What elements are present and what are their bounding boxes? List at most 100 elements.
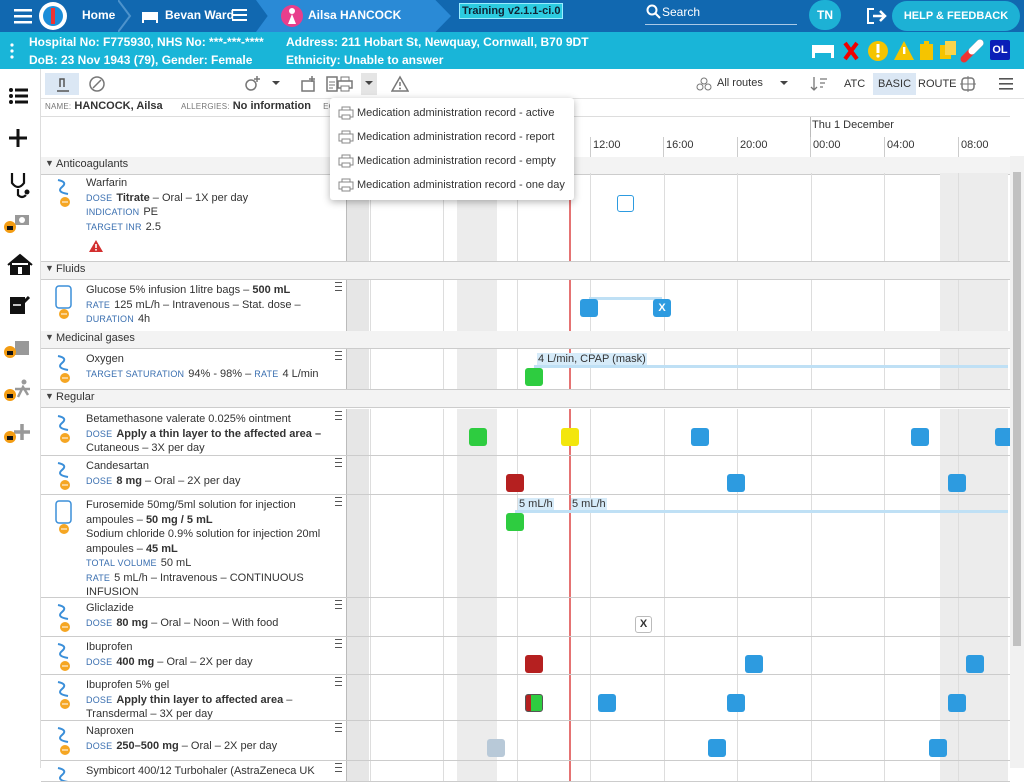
row-menu[interactable]: [335, 351, 342, 360]
administration-mark[interactable]: [598, 694, 616, 712]
warning-icon[interactable]: [391, 75, 409, 93]
administration-mark[interactable]: [487, 739, 505, 757]
field-label: DOSE: [86, 428, 113, 439]
scrollbar[interactable]: [1010, 156, 1024, 768]
administration-mark[interactable]: [727, 474, 745, 492]
routes-filter[interactable]: All routes: [717, 77, 763, 89]
breadcrumb-ward[interactable]: Bevan Ward: [165, 8, 234, 22]
print-icon: [338, 130, 354, 144]
row-menu-bar: [335, 286, 342, 287]
print-menu-item[interactable]: Medication administration record - repor…: [330, 125, 574, 149]
administration-mark[interactable]: [966, 655, 984, 673]
administration-mark[interactable]: [617, 195, 634, 212]
administration-mark[interactable]: [469, 428, 487, 446]
administration-mark[interactable]: [525, 368, 543, 386]
user-avatar[interactable]: TN: [809, 0, 841, 30]
time-tick: [884, 137, 885, 157]
allergies: No information: [232, 100, 311, 112]
time-grid-line: [590, 761, 591, 781]
time-grid-line: [590, 173, 591, 261]
view-option[interactable]: ATC: [844, 78, 866, 90]
print-menu-item[interactable]: Medication administration record - one d…: [330, 173, 574, 197]
administration-mark[interactable]: [506, 474, 524, 492]
more-menu-icon[interactable]: [999, 77, 1015, 91]
caret[interactable]: [271, 78, 281, 88]
collapse-caret: ▼: [45, 332, 54, 342]
row-menu[interactable]: [335, 600, 342, 609]
logo[interactable]: [38, 1, 68, 31]
administration-mark[interactable]: [525, 694, 543, 712]
time-grid-line: [957, 280, 959, 331]
row-menu-bar: [335, 462, 342, 463]
print-icon[interactable]: [336, 75, 354, 93]
search-icon[interactable]: [646, 4, 662, 20]
group-header[interactable]: ▼ Fluids: [41, 262, 1010, 280]
print-icon: [338, 154, 354, 168]
help-button[interactable]: HELP & FEEDBACK: [892, 1, 1020, 31]
time-grid-line: [516, 675, 518, 720]
medication-text: 80 mg: [116, 616, 149, 629]
time-shading: [347, 675, 369, 720]
row-menu[interactable]: [335, 639, 342, 648]
medication-line: ampoules – 50 mg / 5 mL: [86, 513, 213, 528]
administration-mark[interactable]: [561, 428, 579, 446]
administration-mark[interactable]: [525, 655, 543, 673]
administration-mark[interactable]: [506, 513, 524, 531]
time-grid-line: [590, 675, 591, 720]
now-line: [569, 675, 571, 720]
search-placeholder[interactable]: Search: [662, 5, 701, 19]
group-header[interactable]: ▼ Regular: [41, 390, 1010, 408]
administration-mark[interactable]: X: [635, 616, 652, 633]
breadcrumb-patient[interactable]: Ailsa HANCOCK: [308, 8, 402, 22]
time-grid-line: [369, 173, 371, 261]
menu-icon[interactable]: [14, 8, 34, 24]
add-medication-icon[interactable]: [243, 75, 261, 93]
row-menu[interactable]: [335, 723, 342, 732]
administration-mark[interactable]: X: [653, 299, 671, 317]
row-menu[interactable]: [335, 458, 342, 467]
administration-mark[interactable]: [708, 739, 726, 757]
row-menu[interactable]: [335, 411, 342, 420]
row-menu[interactable]: [335, 497, 342, 506]
administration-mark[interactable]: [948, 694, 966, 712]
administration-mark[interactable]: [948, 474, 966, 492]
row-menu[interactable]: [335, 677, 342, 686]
time-grid-line: [957, 349, 959, 389]
discontinue-icon[interactable]: [88, 75, 106, 93]
view-option[interactable]: BASIC: [873, 73, 917, 95]
view-toggle-active[interactable]: [45, 73, 79, 95]
print-menu-item[interactable]: Medication administration record - activ…: [330, 101, 574, 125]
document-icon[interactable]: [323, 75, 341, 93]
side-icons[interactable]: [0, 69, 40, 489]
caret[interactable]: [779, 78, 789, 88]
print-menu-label: Medication administration record - one d…: [357, 179, 565, 191]
routes-icon[interactable]: [696, 76, 712, 92]
row-menu[interactable]: [335, 282, 342, 291]
print-menu-item[interactable]: Medication administration record - empty: [330, 149, 574, 173]
caret[interactable]: [364, 78, 374, 88]
banner-menu[interactable]: [10, 43, 14, 59]
scrollbar-thumb[interactable]: [1013, 172, 1021, 646]
field-label: DURATION: [86, 314, 134, 324]
administration-mark[interactable]: [580, 299, 598, 317]
time-grid-line: [590, 349, 591, 389]
administration-mark[interactable]: [691, 428, 709, 446]
group-header[interactable]: ▼ Medicinal gases: [41, 331, 1010, 349]
administration-mark[interactable]: [727, 694, 745, 712]
medication-form-icon: [55, 285, 72, 319]
layout-icon[interactable]: [959, 75, 977, 93]
chart-icon[interactable]: [299, 75, 317, 93]
sort-icon[interactable]: [810, 75, 828, 93]
time-grid-line: [369, 598, 371, 636]
administration-mark[interactable]: [995, 428, 1013, 446]
time-shading: [347, 349, 369, 389]
administration-mark[interactable]: [911, 428, 929, 446]
administration-mark[interactable]: [745, 655, 763, 673]
administer-icon[interactable]: [53, 75, 71, 93]
breadcrumb-home[interactable]: Home: [82, 8, 116, 22]
ward-menu-icon[interactable]: [232, 8, 248, 22]
time-grid-line: [443, 456, 444, 494]
logout-icon[interactable]: [866, 7, 888, 25]
view-option[interactable]: ROUTE: [918, 78, 957, 90]
administration-mark[interactable]: [929, 739, 947, 757]
